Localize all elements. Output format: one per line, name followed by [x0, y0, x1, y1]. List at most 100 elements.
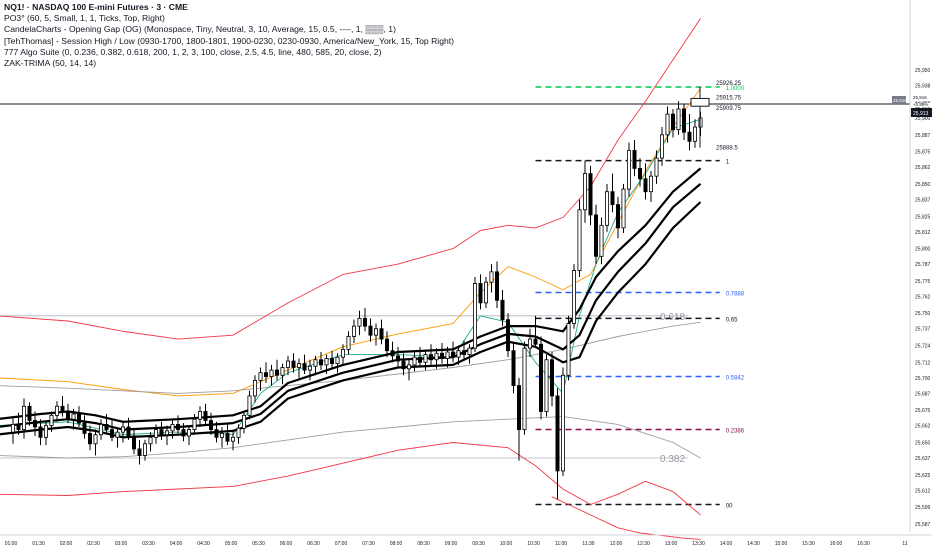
- y-tick-label: 25,850: [915, 182, 931, 188]
- candle-up: [373, 328, 378, 336]
- candle-down: [643, 178, 648, 193]
- x-tick-label: 06:30: [307, 541, 320, 547]
- y-tick-label: 25,787: [915, 262, 931, 268]
- candle-down: [671, 113, 676, 131]
- gray-level-label: 0.618: [660, 312, 685, 323]
- candle-up: [258, 372, 263, 381]
- chart-header: NQ1! · NASDAQ 100 E-mini Futures · 3 · C…: [4, 2, 454, 69]
- y-tick-label: 25,637: [915, 456, 931, 462]
- candle-down: [588, 173, 593, 216]
- candle-down: [478, 283, 483, 304]
- candle-down: [214, 429, 219, 438]
- candle-up: [627, 149, 632, 190]
- lower_gray-line: [0, 416, 701, 459]
- candle-up: [285, 360, 290, 368]
- candle-up: [621, 188, 626, 229]
- candle-up: [665, 113, 670, 136]
- x-tick-label: 05:30: [252, 541, 265, 547]
- gray-level-label: 0.382: [660, 454, 685, 465]
- candle-down: [616, 204, 621, 229]
- fib-level-label: 0.5842: [726, 376, 745, 382]
- candle-down: [517, 385, 522, 430]
- y-tick-label: 25,775: [915, 279, 931, 285]
- indicator-algo-suite[interactable]: 777 Algo Suite (0, 0.236, 0.382, 0.618, …: [4, 46, 382, 57]
- candle-up: [269, 369, 274, 377]
- price-badge-top: [911, 92, 932, 101]
- po3-open-label: 25915.75: [716, 95, 742, 101]
- candle-up: [544, 359, 549, 412]
- candle-up: [445, 351, 450, 359]
- candle-down: [208, 420, 213, 430]
- candle-up: [572, 270, 577, 324]
- candle-up: [472, 283, 477, 349]
- y-tick-label: 25,825: [915, 214, 931, 220]
- candle-down: [379, 328, 384, 340]
- x-tick-label: 09:30: [472, 541, 485, 547]
- candle-down: [225, 433, 230, 442]
- y-tick-label: 25,612: [915, 488, 931, 494]
- candle-down: [450, 351, 455, 358]
- candle-down: [82, 422, 87, 434]
- indicator-po3[interactable]: PO3° (60, 5, Small, 1, 1, Ticks, Top, Ri…: [4, 13, 165, 24]
- candle-up: [412, 356, 417, 366]
- chart-title[interactable]: NQ1! · NASDAQ 100 E-mini Futures · 3 · C…: [4, 2, 188, 12]
- x-tick-label: 11: [902, 541, 907, 547]
- candle-up: [483, 281, 488, 304]
- y-tick-label: 25,737: [915, 327, 931, 333]
- gray_ma-line: [0, 321, 701, 394]
- candle-down: [159, 429, 164, 436]
- candle-down: [505, 319, 510, 352]
- price-badge-last: [911, 108, 932, 117]
- x-tick-label: 05:00: [225, 541, 238, 547]
- candle-up: [357, 317, 362, 327]
- y-tick-label: 25,662: [915, 424, 931, 430]
- x-tick-label: 03:30: [142, 541, 155, 547]
- candle-down: [439, 352, 444, 359]
- candle-up: [313, 359, 318, 367]
- price-badge-change: +0.99%: [913, 102, 928, 107]
- x-tick-label: 03:00: [115, 541, 128, 547]
- y-tick-label: 25,875: [915, 150, 931, 156]
- candle-up: [21, 405, 26, 430]
- y-tick-label: 25,862: [915, 165, 931, 171]
- candle-up: [489, 271, 494, 283]
- candle-down: [104, 423, 109, 430]
- indicator-opening-gap[interactable]: CandelaCharts - Opening Gap (OG) (Monosp…: [4, 24, 396, 35]
- candle-up: [44, 425, 49, 438]
- candle-up: [55, 405, 60, 416]
- candle-down: [362, 317, 367, 327]
- x-tick-label: 04:00: [170, 541, 183, 547]
- candle-down: [203, 411, 208, 421]
- price-badge-prev-text: 25,916: [893, 98, 907, 103]
- candle-down: [610, 191, 615, 206]
- candle-up: [142, 443, 147, 456]
- price-badge-last-text: 25,913: [913, 111, 929, 117]
- candle-up: [528, 338, 533, 349]
- indicator-zak-trima[interactable]: ZAK-TRIMA (50, 14, 14): [4, 57, 97, 68]
- y-tick-label: 25,900: [915, 116, 931, 122]
- candle-up: [654, 157, 659, 177]
- x-tick-label: 04:30: [197, 541, 210, 547]
- candle-up: [406, 364, 411, 370]
- x-tick-label: 02:00: [60, 541, 73, 547]
- candle-down: [60, 405, 65, 412]
- candle-up: [346, 336, 351, 350]
- y-tick-label: 25,926: [915, 99, 931, 105]
- candle-down: [384, 338, 389, 352]
- candle-up: [423, 354, 428, 363]
- y-tick-label: 25,712: [915, 360, 931, 366]
- candle-down: [638, 168, 643, 180]
- candle-up: [434, 352, 439, 361]
- candle-up: [236, 427, 241, 438]
- candle-up: [522, 347, 527, 430]
- candle-up: [99, 423, 104, 436]
- x-tick-label: 15:30: [802, 541, 815, 547]
- y-tick-label: 25,599: [915, 505, 931, 511]
- x-tick-label: 09:00: [445, 541, 458, 547]
- candle-down: [77, 413, 82, 424]
- candle-up: [351, 325, 356, 337]
- indicator-session-high-low[interactable]: [TehThomas] - Session High / Low (0930-1…: [4, 35, 455, 46]
- candle-down: [291, 360, 296, 368]
